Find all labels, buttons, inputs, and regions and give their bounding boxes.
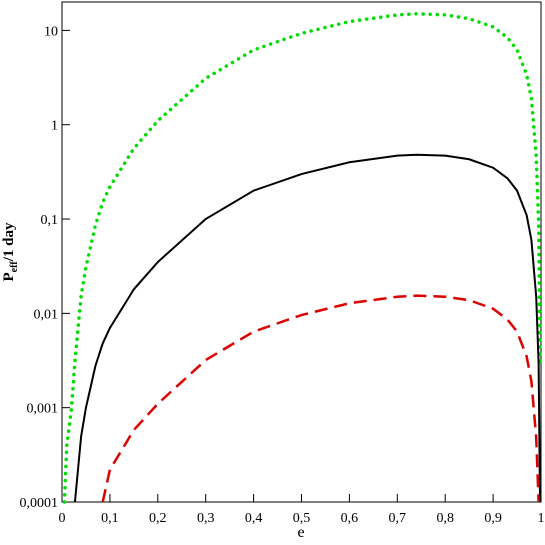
plot-frame [61, 1, 542, 503]
y-tick-label: 0,0001 [20, 496, 59, 511]
x-tick-label: 0,5 [293, 511, 311, 526]
x-tick-label: 0,9 [484, 511, 502, 526]
y-tick-label: 10 [44, 24, 58, 39]
y-tick-label: 0,01 [34, 307, 59, 322]
x-tick-label: 1 [538, 511, 545, 526]
y-tick-label: 0,001 [27, 402, 59, 417]
line-series [73, 153, 542, 503]
x-tick-label: 0,4 [245, 511, 263, 526]
x-tick-label: 0,3 [197, 511, 215, 526]
x-tick-label: 0,2 [149, 511, 167, 526]
y-tick-label: 1 [51, 119, 58, 134]
x-tick-label: 0,1 [101, 511, 119, 526]
line-series [101, 294, 540, 503]
y-label-sub: eff [9, 261, 20, 273]
x-tick-label: 0,8 [436, 511, 454, 526]
y-tick-label: 0,1 [41, 213, 59, 228]
x-tick-label: 0 [59, 511, 66, 526]
y-label-rest: /1 day [1, 222, 17, 262]
x-tick-label: 0,7 [389, 511, 407, 526]
y-axis-label: Peff/1 day [1, 222, 20, 282]
x-tick-label: 0,6 [341, 511, 359, 526]
x-axis-label: e [297, 524, 304, 541]
y-label-main: P [1, 272, 17, 281]
